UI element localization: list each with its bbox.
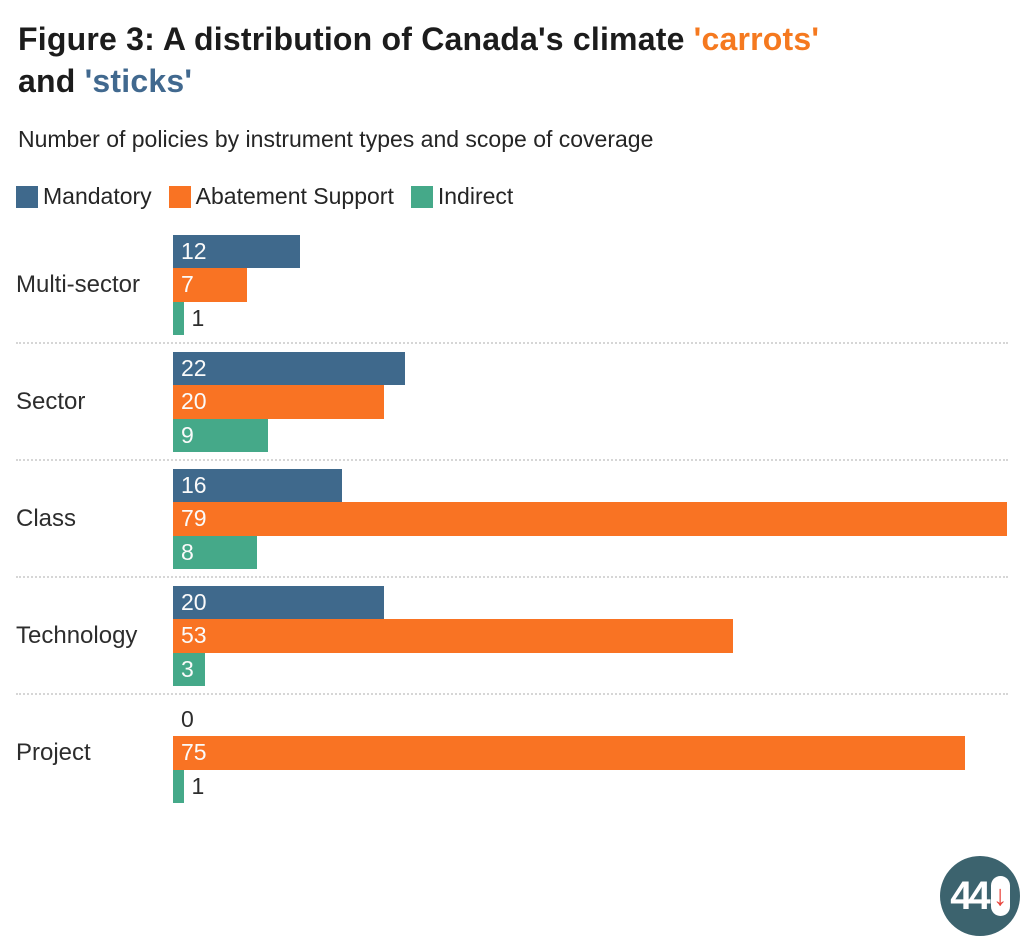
- category-group-class: Class 16 79 8: [0, 469, 1024, 569]
- value-label: 16: [181, 472, 207, 499]
- legend-label: Abatement Support: [195, 183, 394, 209]
- bar-row: 1: [173, 301, 1024, 335]
- bar-abatement-support: 79: [173, 502, 1008, 536]
- bar-indirect: [173, 769, 184, 803]
- bar-row: 1: [173, 769, 1024, 803]
- title-prefix: Figure 3: A distribution of Canada's cli…: [18, 21, 694, 57]
- logo-zero-shape: ↓: [990, 876, 1010, 916]
- value-label: 53: [181, 622, 207, 649]
- bar-abatement-support: 53: [173, 619, 733, 653]
- bar-mandatory: 12: [173, 235, 300, 269]
- row-separator: [16, 576, 1008, 578]
- category-group-sector: Sector 22 20 9: [0, 352, 1024, 452]
- bar-row: 20: [173, 586, 1024, 620]
- bar-row: 7: [173, 268, 1024, 302]
- bar-row: 8: [173, 535, 1024, 569]
- category-group-technology: Technology 20 53 3: [0, 586, 1024, 686]
- value-label: 7: [181, 271, 194, 298]
- logo-440-megatonnes: 44 ↓: [940, 856, 1020, 936]
- category-group-multi-sector: Multi-sector 12 7 1: [0, 235, 1024, 335]
- logo-number-44: 44: [950, 873, 990, 918]
- category-bars: 22 20 9: [173, 352, 1024, 452]
- category-label: Technology: [16, 622, 138, 649]
- bar-row: 0: [173, 703, 1024, 736]
- value-label: 20: [181, 589, 207, 616]
- legend-item: Mandatory: [16, 183, 152, 210]
- value-label: 20: [181, 388, 207, 415]
- legend-swatch-icon: [410, 185, 433, 208]
- value-label: 1: [191, 772, 205, 799]
- value-label: 12: [181, 238, 207, 265]
- chart-legend: Mandatory Abatement Support Indirect: [16, 183, 1024, 210]
- category-label: Project: [16, 739, 91, 766]
- category-label: Sector: [16, 388, 86, 415]
- title-carrots: 'carrots': [693, 21, 820, 57]
- bar-row: 9: [173, 418, 1024, 452]
- bar-abatement-support: 75: [173, 736, 965, 770]
- legend-swatch-icon: [168, 185, 191, 208]
- page-title: Figure 3: A distribution of Canada's cli…: [18, 18, 1010, 102]
- bar-mandatory: 20: [173, 586, 385, 620]
- category-bars: 16 79 8: [173, 469, 1024, 569]
- bar-row: 53: [173, 619, 1024, 653]
- category-label: Multi-sector: [16, 271, 141, 298]
- legend-swatch-icon: [16, 185, 38, 208]
- row-separator: [16, 693, 1008, 695]
- category-bars: 0 75 1: [173, 703, 1024, 803]
- bar-row: 79: [173, 502, 1024, 536]
- title-and: and: [18, 63, 85, 99]
- logo-down-arrow-icon: ↓: [993, 880, 1008, 912]
- legend-item: Indirect: [410, 183, 514, 210]
- category-group-project: Project 0 75 1: [0, 703, 1024, 803]
- category-label: Class: [16, 505, 77, 532]
- bar-row: 22: [173, 352, 1024, 386]
- legend-label: Indirect: [437, 183, 514, 209]
- category-bars: 12 7 1: [173, 235, 1024, 335]
- figure-page: Figure 3: A distribution of Canada's cli…: [0, 18, 1024, 940]
- bar-row: 20: [173, 385, 1024, 419]
- value-label: 3: [181, 655, 194, 682]
- bar-row: 12: [173, 235, 1024, 269]
- bar-mandatory: 22: [173, 352, 406, 386]
- bar-indirect: [173, 301, 184, 335]
- bar-row: 3: [173, 652, 1024, 686]
- category-bars: 20 53 3: [173, 586, 1024, 686]
- value-label: 8: [181, 538, 194, 565]
- row-separator: [16, 459, 1008, 461]
- bar-mandatory: 16: [173, 469, 342, 503]
- chart-subtitle: Number of policies by instrument types a…: [18, 126, 654, 152]
- legend-label: Mandatory: [43, 183, 152, 209]
- row-separator: [16, 342, 1008, 344]
- bar-indirect: 9: [173, 418, 269, 452]
- value-label: 0: [181, 706, 194, 733]
- bar-abatement-support: 20: [173, 385, 385, 419]
- bar-abatement-support: 7: [173, 268, 247, 302]
- bar-row: 75: [173, 736, 1024, 770]
- title-sticks: 'sticks': [84, 63, 193, 99]
- bar-indirect: 3: [173, 652, 205, 686]
- bar-row: 16: [173, 469, 1024, 503]
- value-label: 75: [181, 739, 207, 766]
- bar-indirect: 8: [173, 535, 258, 569]
- value-label: 79: [181, 505, 207, 532]
- bar-chart: Multi-sector 12 7 1 Sector 22 20 9 Class 16 79 8 Tec…: [0, 235, 1024, 803]
- legend-item: Abatement Support: [168, 183, 394, 210]
- value-label: 1: [191, 304, 205, 331]
- value-label: 22: [181, 355, 207, 382]
- value-label: 9: [181, 421, 194, 448]
